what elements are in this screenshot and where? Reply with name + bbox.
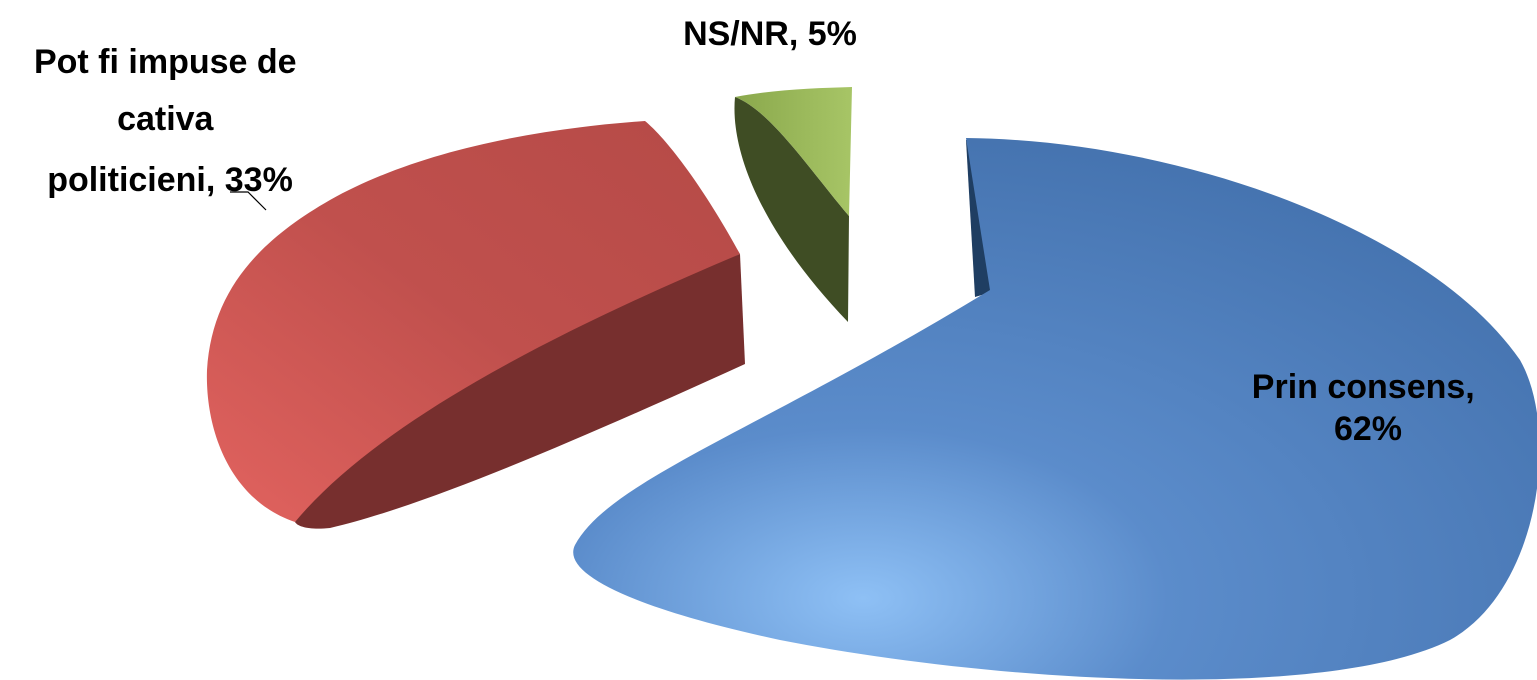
pie-slice-prin-consens — [573, 138, 1537, 680]
data-label-line: Pot fi impuse de — [34, 43, 297, 81]
pie-slice-top — [735, 87, 852, 216]
data-label-line: NS/NR, 5% — [683, 15, 857, 53]
pie-slice-pot-fi-impuse — [206, 121, 745, 529]
data-label-pot-fi-impuse: Pot fi impuse de cativa politicieni, 33% — [34, 43, 306, 199]
data-label-prin-consens: Prin consens, 62% — [1252, 368, 1484, 448]
data-label-line: 62% — [1334, 410, 1402, 448]
pie-slice-side — [734, 97, 849, 322]
pie-slice-top — [573, 138, 1537, 680]
leader-line — [230, 191, 267, 211]
pie-slice-side — [295, 254, 745, 529]
pie-slice-ns-nr — [734, 87, 852, 322]
data-label-line: politicieni, 33% — [47, 161, 293, 199]
data-label-line: cativa — [117, 100, 214, 138]
pie-slice-top — [206, 121, 741, 522]
data-label-line: Prin consens, — [1252, 368, 1475, 406]
data-label-ns-nr: NS/NR, 5% — [683, 15, 857, 53]
